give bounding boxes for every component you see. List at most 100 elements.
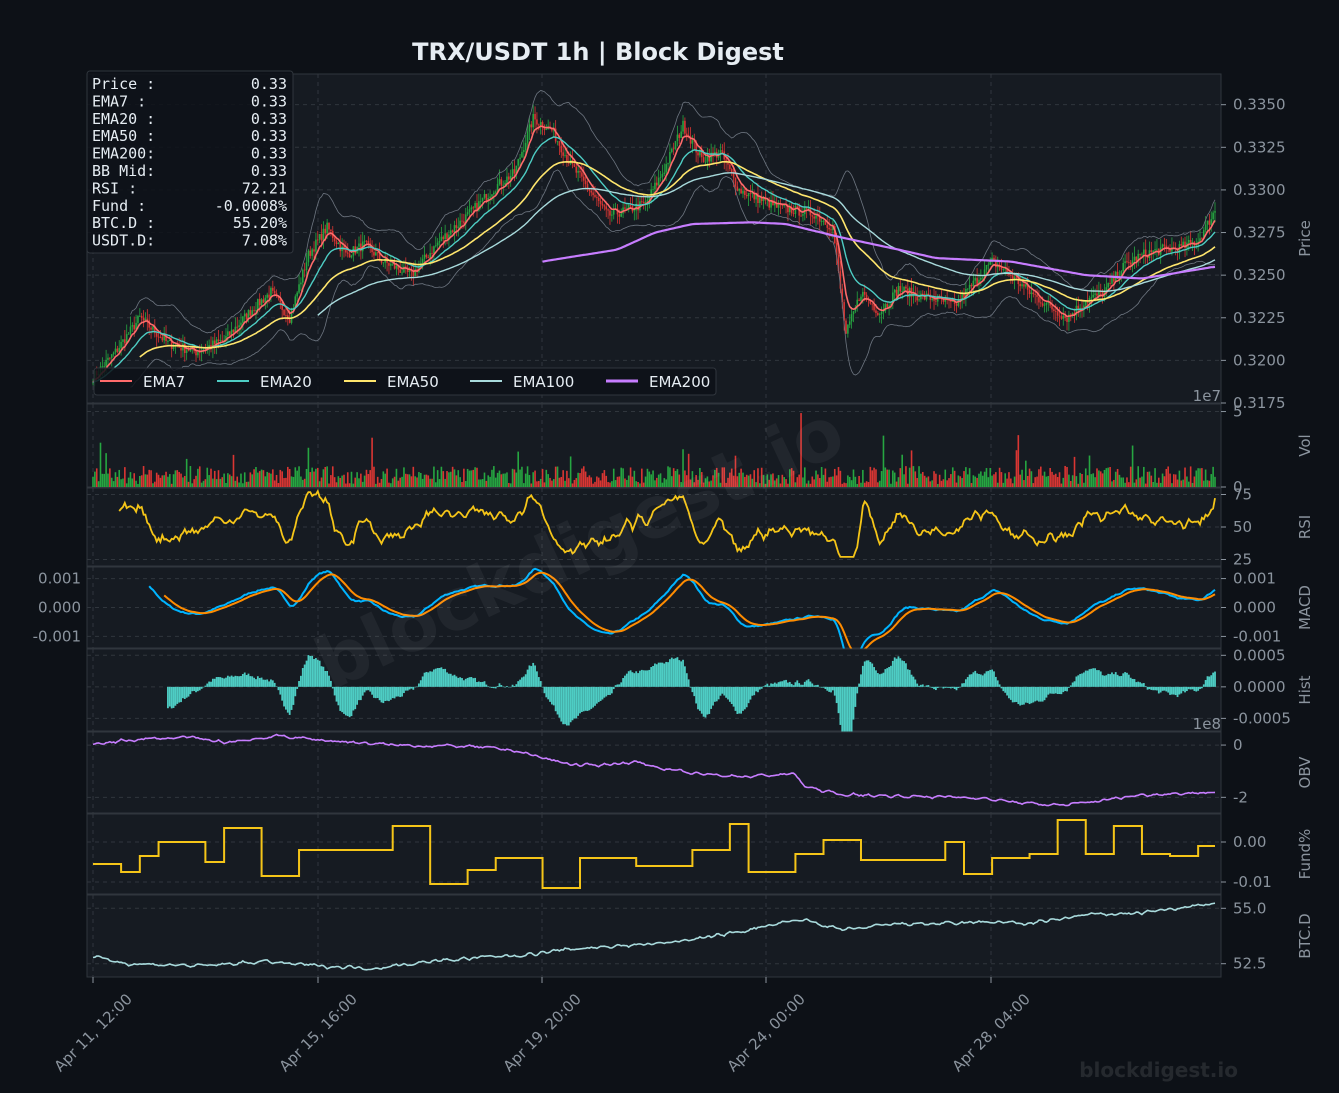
candle-body bbox=[221, 340, 224, 341]
volume-bar bbox=[1167, 466, 1169, 487]
volume-bar bbox=[768, 479, 770, 487]
volume-bar bbox=[421, 478, 424, 487]
volume-bar bbox=[888, 469, 890, 487]
hist-bar bbox=[472, 678, 475, 687]
hist-bar bbox=[1118, 676, 1121, 687]
volume-bar bbox=[985, 468, 988, 487]
candle-body bbox=[1032, 292, 1035, 295]
candle-body bbox=[502, 184, 505, 186]
volume-bar bbox=[253, 469, 255, 487]
candle-body bbox=[1036, 294, 1038, 297]
candle-body bbox=[1126, 261, 1128, 263]
volume-bar bbox=[1094, 477, 1096, 487]
hist-bar bbox=[816, 684, 819, 687]
volume-bar bbox=[620, 467, 623, 487]
volume-bar bbox=[1025, 460, 1027, 487]
hist-bar bbox=[1135, 682, 1138, 687]
volume-bar bbox=[200, 482, 203, 487]
hist-bar bbox=[1204, 680, 1207, 687]
hist-bar bbox=[803, 681, 806, 687]
candle-body bbox=[672, 148, 675, 150]
candle-body bbox=[656, 182, 658, 186]
candle-body bbox=[652, 189, 654, 191]
hist-bar bbox=[938, 686, 941, 688]
volume-bar bbox=[466, 468, 469, 487]
hist-bar bbox=[610, 686, 613, 694]
candle-body bbox=[101, 366, 104, 368]
candle-body bbox=[747, 192, 750, 197]
hist-bar bbox=[311, 655, 314, 687]
candle-body bbox=[183, 343, 186, 354]
volume-bar bbox=[925, 477, 928, 487]
volume-bar bbox=[384, 473, 387, 487]
volume-bar bbox=[734, 455, 737, 487]
btcd-panel-ylabel: BTC.D bbox=[1296, 913, 1314, 958]
volume-bar bbox=[1199, 468, 1201, 487]
hist-bar bbox=[1077, 675, 1080, 687]
candle-body bbox=[1064, 315, 1066, 318]
hist-bar bbox=[494, 686, 497, 689]
hist-bar bbox=[674, 658, 677, 687]
candle-body bbox=[217, 339, 220, 341]
volume-bar bbox=[528, 474, 531, 487]
candle-body bbox=[1202, 230, 1205, 239]
candle-body bbox=[880, 311, 883, 315]
info-box-value: 0.33 bbox=[251, 92, 287, 110]
candle-body bbox=[905, 286, 907, 289]
volume-bar bbox=[249, 472, 252, 487]
hist-bar bbox=[1127, 674, 1130, 687]
info-box-value: 55.20% bbox=[233, 214, 287, 232]
volume-bar bbox=[530, 483, 533, 487]
hist-bar bbox=[240, 675, 242, 687]
hist-bar bbox=[489, 686, 492, 688]
candle-body bbox=[1210, 219, 1213, 225]
candle-body bbox=[950, 300, 952, 302]
volume-bar bbox=[365, 469, 368, 487]
volume-bar bbox=[946, 480, 948, 487]
hist-bar bbox=[869, 661, 872, 687]
hist-bar bbox=[530, 666, 533, 687]
candle-body bbox=[453, 225, 456, 233]
hist-bar bbox=[386, 686, 388, 701]
candle-body bbox=[506, 176, 508, 183]
volume-bar bbox=[963, 471, 965, 487]
volume-bar bbox=[993, 474, 995, 487]
volume-bar bbox=[601, 473, 604, 487]
hist-bar bbox=[738, 686, 741, 714]
volume-bar bbox=[378, 482, 381, 487]
candle-body bbox=[890, 303, 892, 306]
chart-title: TRX/USDT 1h | Block Digest bbox=[412, 38, 784, 66]
volume-bar bbox=[502, 473, 505, 487]
volume-bar bbox=[1083, 482, 1085, 487]
hist-bar bbox=[522, 676, 525, 687]
volume-bar bbox=[148, 469, 150, 487]
candle-body bbox=[1180, 244, 1183, 246]
hist-panel-ytick-label: -0.0005 bbox=[1233, 709, 1291, 727]
hist-bar bbox=[517, 681, 520, 687]
hist-bar bbox=[609, 686, 611, 695]
volume-bar bbox=[1176, 479, 1179, 487]
candle-body bbox=[1092, 294, 1095, 298]
candle-body bbox=[137, 316, 139, 323]
candle-body bbox=[1039, 302, 1042, 304]
candle-body bbox=[131, 325, 134, 327]
hist-bar bbox=[743, 686, 746, 710]
volume-bar bbox=[721, 467, 724, 487]
hist-bar bbox=[389, 686, 392, 700]
volume-bar bbox=[682, 449, 684, 487]
candle-body bbox=[112, 352, 115, 355]
hist-bar bbox=[970, 674, 973, 687]
hist-bar bbox=[742, 686, 744, 711]
hist-bar bbox=[773, 682, 776, 687]
volume-bar bbox=[1141, 476, 1143, 487]
candle-body bbox=[500, 179, 503, 186]
candle-body bbox=[1129, 262, 1132, 265]
candle-body bbox=[431, 252, 433, 254]
volume-bar bbox=[856, 483, 859, 487]
candle-body bbox=[232, 329, 235, 333]
volume-bar bbox=[1062, 477, 1065, 487]
hist-bar bbox=[1060, 686, 1063, 695]
hist-bar bbox=[607, 686, 610, 695]
candle-body bbox=[1133, 256, 1136, 261]
hist-bar bbox=[940, 686, 943, 688]
